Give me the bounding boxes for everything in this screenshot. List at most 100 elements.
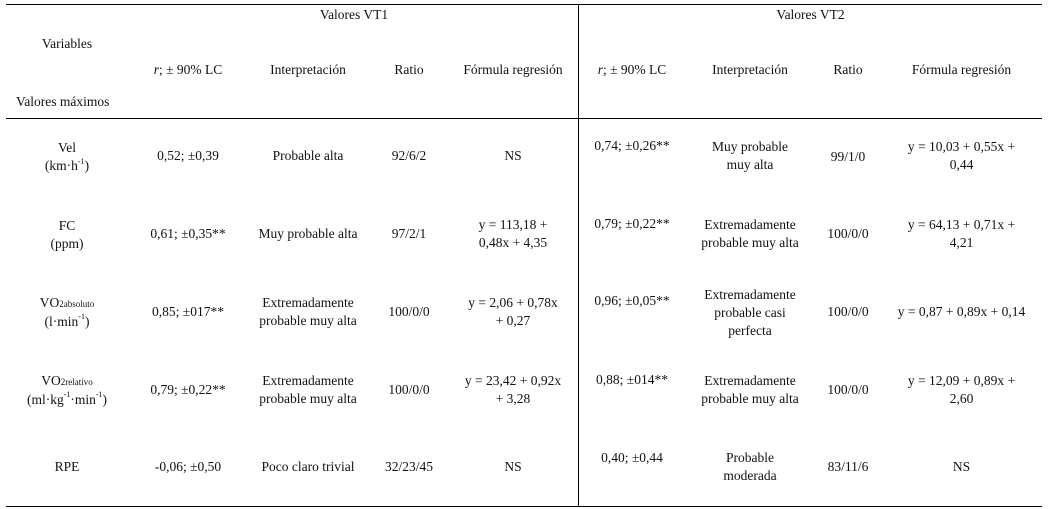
row-rpe-vt2-interp: Probable moderada bbox=[685, 448, 815, 486]
row-vo2rel-vt1-r: 0,79; ±0,22** bbox=[150, 382, 226, 397]
row-rpe-vt1-r: -0,06; ±0,50 bbox=[154, 459, 222, 474]
row-vo2rel-vt2-formula: y = 12,09 + 0,89x + 2,60 bbox=[881, 371, 1042, 409]
row-fc-vt2-interp: Extremadamente probable muy alta bbox=[685, 215, 815, 253]
interp-line: Extremadamente bbox=[262, 373, 354, 388]
header-group-vt2: Valores VT2 bbox=[776, 7, 845, 22]
variable-unit: (ml·kg-1·min-1) bbox=[26, 390, 108, 407]
formula-line: y = 2,06 + 0,78x bbox=[468, 295, 558, 310]
row-fc-vt2-r: 0,79; ±0,22** bbox=[594, 216, 670, 231]
row-vel-vt1-ratio: 92/6/2 bbox=[391, 148, 427, 163]
interp-line: Extremadamente bbox=[704, 217, 796, 232]
formula-line: y = 12,09 + 0,89x + bbox=[907, 373, 1016, 388]
header-r-letter: r bbox=[153, 62, 159, 77]
row-vo2rel-vt2-r: 0,88; ±014** bbox=[596, 372, 668, 387]
interp-line: probable muy alta bbox=[259, 313, 357, 328]
row-vo2abs-vt2-formula: y = 0,87 + 0,89x + 0,14 bbox=[897, 304, 1026, 319]
row-vo2abs-vt2-ratio: 100/0/0 bbox=[827, 304, 869, 319]
formula-line: y = 113,18 + bbox=[478, 217, 548, 232]
variable-name: Vel bbox=[58, 140, 76, 155]
variable-unit: (ppm) bbox=[50, 236, 84, 251]
interp-line: Extremadamente bbox=[262, 295, 354, 310]
row-vo2rel-vt1-formula: y = 23,42 + 0,92x + 3,28 bbox=[448, 371, 578, 409]
row-vo2abs-vt2-r: 0,96; ±0,05** bbox=[594, 293, 670, 308]
row-fc-variable: FC (ppm) bbox=[6, 210, 128, 260]
header-vt1-ratio: Ratio bbox=[394, 62, 424, 77]
row-vo2abs-vt1-r: 0,85; ±017** bbox=[152, 304, 224, 319]
row-vo2abs-vt1-ratio: 100/0/0 bbox=[388, 304, 430, 319]
row-vo2rel-vt2-interp: Extremadamente probable muy alta bbox=[685, 371, 815, 409]
header-variables: Variables bbox=[41, 36, 93, 51]
row-fc-vt1-ratio: 97/2/1 bbox=[391, 226, 427, 241]
row-fc-vt2-ratio: 100/0/0 bbox=[827, 226, 869, 241]
row-vo2abs-vt2-interp: Extremadamente probable casi perfecta bbox=[685, 285, 815, 341]
row-rpe-vt1-interp: Poco claro trivial bbox=[261, 459, 355, 474]
formula-line: 2,60 bbox=[949, 391, 974, 406]
row-vel-variable: Vel (km·h-1) bbox=[6, 132, 128, 182]
row-rpe-vt2-formula: NS bbox=[952, 459, 971, 474]
header-vt1-interpretation: Interpretación bbox=[270, 62, 346, 77]
row-vel-vt1-r: 0,52; ±0,39 bbox=[157, 148, 219, 163]
header-r-letter: r bbox=[597, 62, 603, 77]
row-vel-vt1-formula: NS bbox=[504, 148, 522, 163]
formula-line: 0,44 bbox=[949, 157, 974, 172]
formula-line: 4,21 bbox=[949, 235, 974, 250]
row-fc-vt1-interp: Muy probable alta bbox=[258, 226, 358, 241]
row-vo2abs-vt1-formula: y = 2,06 + 0,78x + 0,27 bbox=[448, 293, 578, 331]
top-rule bbox=[6, 4, 1042, 5]
variable-name: VO2absoluto bbox=[39, 294, 95, 310]
variable-unit: (km·h-1) bbox=[44, 156, 90, 173]
formula-line: y = 64,13 + 0,71x + bbox=[907, 217, 1016, 232]
row-rpe-vt2-r: 0,40; ±0,44 bbox=[601, 450, 663, 465]
header-vt1-r: r; ± 90% LC bbox=[130, 60, 246, 80]
interp-line: Probable bbox=[726, 450, 774, 465]
interp-line: moderada bbox=[723, 468, 777, 483]
row-vel-vt2-r: 0,74; ±0,26** bbox=[594, 138, 670, 153]
header-vt2-formula: Fórmula regresión bbox=[911, 62, 1012, 77]
header-r-suffix: ; ± 90% LC bbox=[602, 62, 667, 77]
group-divider bbox=[578, 4, 579, 507]
formula-line: + 0,27 bbox=[495, 313, 531, 328]
row-rpe-vt2-ratio: 83/11/6 bbox=[827, 459, 869, 474]
row-vo2abs-variable: VO2absoluto (l·min-1) bbox=[6, 287, 128, 337]
row-vo2rel-vt2-ratio: 100/0/0 bbox=[827, 382, 869, 397]
interp-line: probable muy alta bbox=[701, 235, 799, 250]
row-vo2rel-vt1-ratio: 100/0/0 bbox=[388, 382, 430, 397]
interp-line: probable muy alta bbox=[701, 391, 799, 406]
formula-line: + 3,28 bbox=[495, 391, 531, 406]
header-max-values: Valores máximos bbox=[16, 94, 110, 109]
interp-line: probable casi bbox=[714, 305, 786, 320]
header-vt2-r: r; ± 90% LC bbox=[579, 60, 685, 80]
row-fc-vt1-r: 0,61; ±0,35** bbox=[150, 226, 226, 241]
header-vt2-ratio: Ratio bbox=[833, 62, 863, 77]
interp-line: muy alta bbox=[726, 157, 774, 172]
variable-name: VO2relativo bbox=[41, 372, 93, 388]
row-vo2rel-variable: VO2relativo (ml·kg-1·min-1) bbox=[6, 365, 128, 415]
formula-line: 0,48x + 4,35 bbox=[478, 235, 548, 250]
row-vel-vt2-formula: y = 10,03 + 0,55x + 0,44 bbox=[881, 137, 1042, 175]
row-rpe-vt1-ratio: 32/23/45 bbox=[384, 459, 433, 474]
row-rpe-variable: RPE bbox=[54, 459, 80, 474]
header-group-vt1: Valores VT1 bbox=[319, 7, 389, 22]
row-vo2rel-vt1-interp: Extremadamente probable muy alta bbox=[246, 371, 370, 409]
row-vel-vt1-interp: Probable alta bbox=[272, 148, 344, 163]
header-vt1-formula: Fórmula regresión bbox=[463, 62, 563, 77]
row-fc-vt2-formula: y = 64,13 + 0,71x + 4,21 bbox=[881, 215, 1042, 253]
variable-name: FC bbox=[58, 218, 76, 233]
row-vel-vt2-interp: Muy probable muy alta bbox=[685, 137, 815, 175]
header-r-suffix: ; ± 90% LC bbox=[158, 62, 223, 77]
interp-line: Extremadamente bbox=[704, 373, 796, 388]
interp-line: Muy probable bbox=[711, 139, 789, 154]
header-bottom-rule bbox=[6, 118, 1042, 119]
header-vt2-interpretation: Interpretación bbox=[712, 62, 788, 77]
row-vel-vt2-ratio: 99/1/0 bbox=[830, 149, 866, 164]
bottom-rule bbox=[6, 506, 1042, 507]
interp-line: perfecta bbox=[728, 323, 772, 338]
formula-line: y = 23,42 + 0,92x bbox=[464, 373, 562, 388]
interp-line: probable muy alta bbox=[259, 391, 357, 406]
row-rpe-vt1-formula: NS bbox=[504, 459, 522, 474]
variable-unit: (l·min-1) bbox=[44, 312, 90, 329]
row-fc-vt1-formula: y = 113,18 + 0,48x + 4,35 bbox=[448, 215, 578, 253]
formula-line: y = 10,03 + 0,55x + bbox=[907, 139, 1016, 154]
interp-line: Extremadamente bbox=[704, 287, 796, 302]
row-vo2abs-vt1-interp: Extremadamente probable muy alta bbox=[246, 293, 370, 331]
